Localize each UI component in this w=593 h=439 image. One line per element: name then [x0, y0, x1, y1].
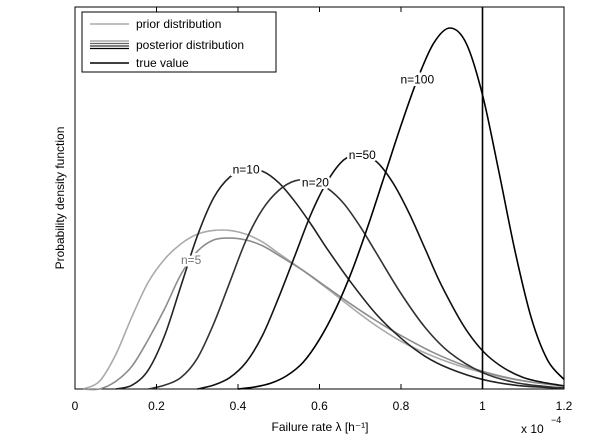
- curves-layer: [82, 27, 565, 391]
- x-tick-label: 0.8: [393, 399, 410, 413]
- x-multiplier: x 10: [521, 422, 544, 436]
- x-tick-label: 0.6: [311, 399, 328, 413]
- x-tick-label: 1.2: [556, 399, 573, 413]
- x-tick-label: 1: [479, 399, 486, 413]
- legend-label-true: true value: [136, 56, 189, 70]
- series-line-n-20: [148, 178, 565, 390]
- series-line-n-50: [197, 153, 565, 390]
- legend-label-posterior: posterior distribution: [136, 38, 244, 52]
- series-line-n-10: [115, 168, 565, 390]
- legend-swatch-posterior: [90, 40, 129, 50]
- x-tick-label: 0.2: [148, 399, 165, 413]
- x-tick-label: 0.4: [230, 399, 247, 413]
- curve-labels: n=5 n=10 n=20 n=50 n=100: [178, 70, 437, 269]
- x-multiplier-exponent: −4: [551, 415, 561, 425]
- x-axis-label: Failure rate λ [h⁻¹]: [271, 420, 368, 434]
- series-line-prior: [82, 229, 565, 390]
- x-ticks: 0 0.2 0.4 0.6 0.8 1 1.2: [72, 7, 573, 413]
- curve-label-n-100: n=100: [400, 73, 434, 87]
- y-axis-label: Probability density function: [53, 127, 67, 270]
- x-tick-label: 0: [72, 399, 79, 413]
- curve-label-n-5: n=5: [181, 253, 202, 267]
- curve-label-n-50: n=50: [349, 148, 376, 162]
- curve-label-n-10: n=10: [233, 162, 260, 176]
- x-multiplier-base: x 10: [521, 422, 544, 436]
- legend-label-prior: prior distribution: [136, 17, 221, 31]
- curve-label-n-20: n=20: [302, 176, 329, 190]
- series-line-n-5: [83, 237, 565, 391]
- series-line-n-100: [237, 27, 565, 390]
- legend: prior distribution posterior distributio…: [81, 11, 277, 73]
- legend-box: [81, 11, 277, 73]
